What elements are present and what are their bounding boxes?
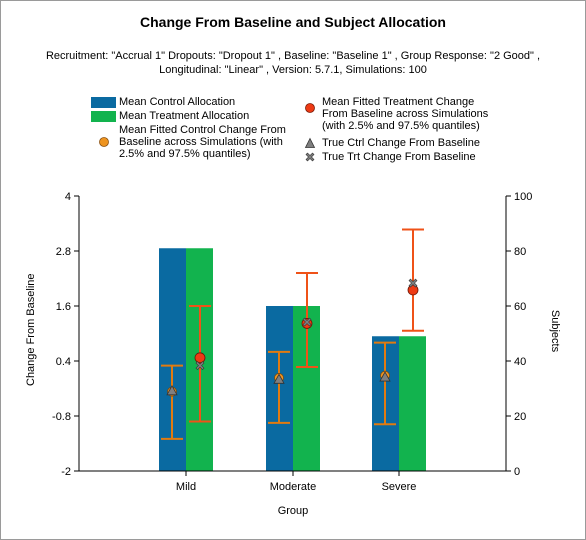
chart-subtitle: Recruitment: "Accrual 1" Dropouts: "Drop… (45, 50, 541, 76)
fitted-treatment-point-mild (194, 352, 206, 364)
legend-label-fitted-control: Mean Fitted Control Change From Baseline… (119, 124, 286, 160)
true-trt-point-mild (195, 361, 205, 371)
x-axis-title: Group (277, 505, 309, 517)
true-ctrl-point-moderate (273, 373, 285, 384)
y2-tick-label: 100 (514, 191, 532, 203)
y-tick-label: 0.4 (56, 356, 71, 368)
legend-marker-true-ctrl (304, 137, 316, 148)
legend-label-true-ctrl: True Ctrl Change From Baseline (322, 137, 480, 149)
y-tick-label: -0.8 (52, 411, 71, 423)
y2-tick-label: 60 (514, 301, 526, 313)
y-tick-label: 2.8 (56, 246, 71, 258)
legend-marker-true-trt (305, 152, 315, 162)
legend-label-true-trt: True Trt Change From Baseline (322, 151, 476, 163)
y2-tick-label: 20 (514, 411, 526, 423)
y2-tick-label: 40 (514, 356, 526, 368)
legend-label-fitted-treatment: Mean Fitted Treatment Change From Baseli… (322, 96, 489, 132)
legend-marker-fitted-control (99, 137, 109, 147)
true-trt-point-moderate (302, 317, 312, 327)
true-ctrl-point-severe (379, 371, 391, 382)
legend-swatch-control-allocation (91, 97, 116, 108)
x-tick-label: Moderate (270, 481, 316, 493)
x-tick-label: Severe (382, 481, 417, 493)
y2-tick-label: 0 (514, 466, 520, 478)
x-tick-label: Mild (176, 481, 196, 493)
legend-label-control-allocation: Mean Control Allocation (119, 96, 236, 108)
true-ctrl-point-mild (166, 384, 178, 396)
legend-label-treatment-allocation: Mean Treatment Allocation (119, 110, 250, 122)
y-tick-label: 1.6 (56, 301, 71, 313)
legend-marker-fitted-treatment (305, 103, 315, 113)
chart-title: Change From Baseline and Subject Allocat… (140, 14, 446, 30)
y-tick-label: 4 (65, 191, 71, 203)
y-tick-label: -2 (61, 466, 71, 478)
bar-treatment-severe (399, 336, 426, 471)
legend-swatch-treatment-allocation (91, 111, 116, 122)
true-trt-point-severe (408, 278, 418, 288)
y2-tick-label: 80 (514, 246, 526, 258)
